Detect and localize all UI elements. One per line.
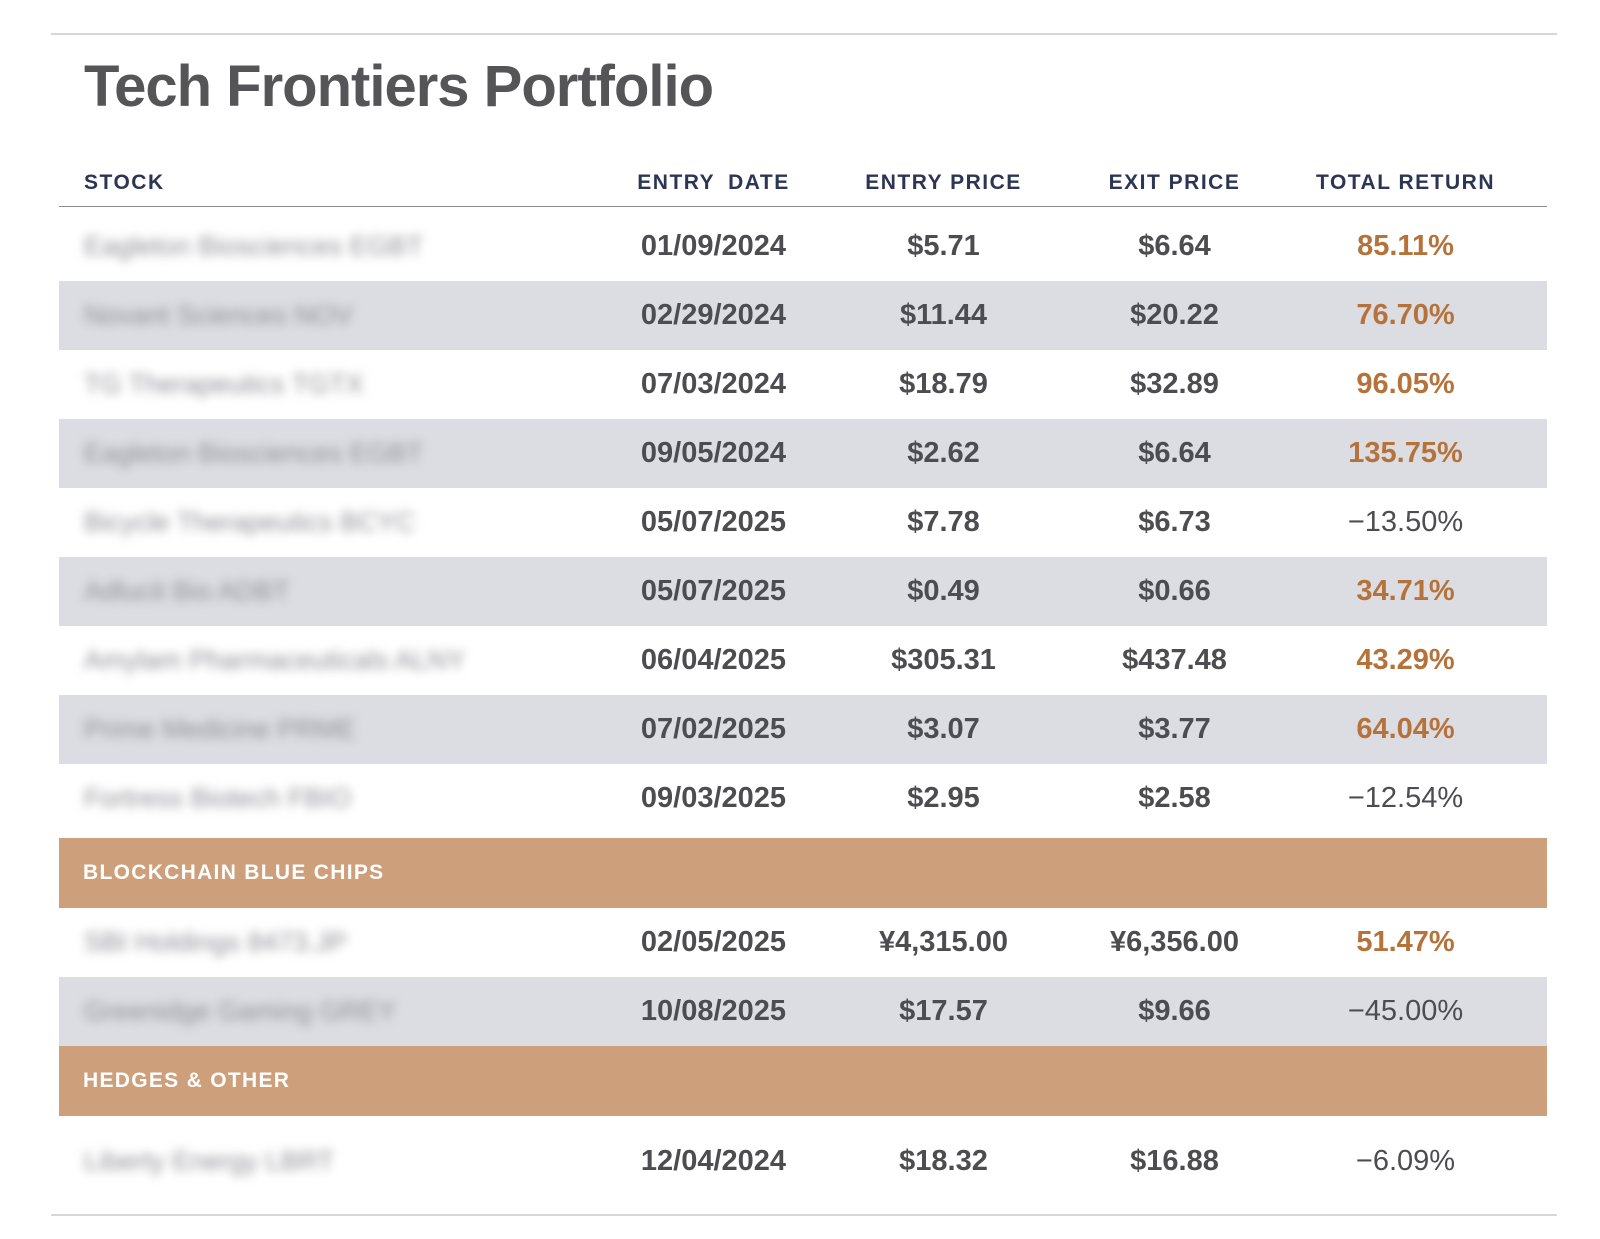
portfolio-table: STOCK ENTRY DATE ENTRY PRICE EXIT PRICE … xyxy=(59,160,1547,1206)
entry-price-cell: $305.31 xyxy=(891,644,996,676)
bottom-divider xyxy=(51,1214,1557,1216)
total-return-cell: 34.71% xyxy=(1356,575,1455,607)
total-return-cell: 51.47% xyxy=(1356,926,1455,958)
stock-name-cell: Greenidge Gaming GREY xyxy=(59,995,599,1028)
entry-date-cell: 06/04/2025 xyxy=(640,644,787,676)
exit-price-cell: $16.88 xyxy=(1130,1144,1219,1177)
table-row: Adlucit Bio ADBT 05/07/2025 $0.49 $0.66 34.7… xyxy=(59,557,1547,626)
entry-price-cell: $11.44 xyxy=(899,299,988,331)
column-header-total-return: TOTAL RETURN xyxy=(1316,171,1495,194)
total-return-cell: −12.54% xyxy=(1347,782,1464,814)
total-return-cell: −13.50% xyxy=(1347,506,1464,538)
exit-price-cell: $2.58 xyxy=(1138,782,1211,814)
stock-name-redacted: Novant Sciences NOV xyxy=(84,300,353,330)
stock-name-redacted: Fortress Biotech FBIO xyxy=(84,783,352,813)
table-header: STOCK ENTRY DATE ENTRY PRICE EXIT PRICE … xyxy=(59,160,1547,207)
stock-name-cell: Liberty Energy LBRT xyxy=(59,1145,599,1178)
total-return-cell: 135.75% xyxy=(1348,437,1463,469)
entry-price-cell: $3.07 xyxy=(907,713,980,745)
entry-date-cell: 12/04/2024 xyxy=(640,1144,787,1177)
total-return-cell: −6.09% xyxy=(1355,1144,1456,1177)
section-header: HEDGES & OTHER xyxy=(59,1046,1547,1116)
entry-price-cell: $0.49 xyxy=(907,575,980,607)
stock-name-redacted: Amylam Pharmaceuticals ALNY xyxy=(84,645,466,675)
stock-name-redacted: SBI Holdings 8473.JP xyxy=(84,927,347,957)
table-row: Eagleton Biosciences EGBT 09/05/2024 $2.62… xyxy=(59,419,1547,488)
entry-date-cell: 05/07/2025 xyxy=(640,575,787,607)
main-rows: Eagleton Biosciences EGBT 01/09/2024 $5.71… xyxy=(59,212,1547,833)
total-return-cell: 43.29% xyxy=(1356,644,1455,676)
stock-name-redacted: Greenidge Gaming GREY xyxy=(84,996,397,1026)
total-return-cell: 85.11% xyxy=(1357,230,1454,262)
exit-price-cell: $3.77 xyxy=(1138,713,1211,745)
stock-name-cell: SBI Holdings 8473.JP xyxy=(59,926,599,959)
stock-name-cell: Eagleton Biosciences EGBT xyxy=(59,437,599,470)
total-return-cell: −45.00% xyxy=(1347,995,1464,1027)
exit-price-cell: ¥6,356.00 xyxy=(1109,926,1239,958)
entry-date-cell: 09/03/2025 xyxy=(640,782,787,814)
entry-price-cell: $17.57 xyxy=(899,995,988,1027)
column-header-entry-price: ENTRY PRICE xyxy=(865,171,1022,194)
entry-price-cell: $2.95 xyxy=(907,782,980,814)
column-header-entry-date: ENTRY DATE xyxy=(637,171,790,194)
exit-price-cell: $20.22 xyxy=(1130,299,1219,331)
exit-price-cell: $6.73 xyxy=(1138,506,1211,538)
entry-price-cell: $18.32 xyxy=(899,1144,988,1177)
table-row: Fortress Biotech FBIO 09/03/2025 $2.95 $2.5… xyxy=(59,764,1547,833)
total-return-cell: 76.70% xyxy=(1356,299,1455,331)
exit-price-cell: $9.66 xyxy=(1138,995,1211,1027)
stock-name-cell: Novant Sciences NOV xyxy=(59,299,599,332)
table-row: Bicycle Therapeutics BCYC 05/07/2025 $7.78… xyxy=(59,488,1547,557)
exit-price-cell: $6.64 xyxy=(1138,437,1211,469)
table-row: Amylam Pharmaceuticals ALNY 06/04/2025 $30… xyxy=(59,626,1547,695)
stock-name-redacted: Eagleton Biosciences EGBT xyxy=(84,231,424,261)
table-row: Novant Sciences NOV 02/29/2024 $11.44 $20.2… xyxy=(59,281,1547,350)
stock-name-redacted: Bicycle Therapeutics BCYC xyxy=(84,507,416,537)
stock-name-redacted: Adlucit Bio ADBT xyxy=(84,576,290,606)
entry-date-cell: 02/29/2024 xyxy=(640,299,787,331)
table-row: Prime Medicine PRME 07/02/2025 $3.07 $3.77 6… xyxy=(59,695,1547,764)
entry-date-cell: 01/09/2024 xyxy=(640,230,787,262)
column-header-exit-price: EXIT PRICE xyxy=(1108,171,1241,194)
stock-name-redacted: TG Therapeutics TGTX xyxy=(84,369,364,399)
table-row: Greenidge Gaming GREY 10/08/2025 $17.57 $9.… xyxy=(59,977,1547,1046)
entry-price-cell: $5.71 xyxy=(907,230,980,262)
exit-price-cell: $32.89 xyxy=(1130,368,1219,400)
entry-price-cell: $7.78 xyxy=(907,506,980,538)
table-row: Eagleton Biosciences EGBT 01/09/2024 $5.71… xyxy=(59,212,1547,281)
stock-name-cell: Fortress Biotech FBIO xyxy=(59,782,599,815)
column-header-stock: STOCK xyxy=(84,171,165,194)
table-row: Liberty Energy LBRT 12/04/2024 $18.32 $16.8… xyxy=(59,1116,1547,1206)
entry-price-cell: $18.79 xyxy=(899,368,988,400)
table-row: SBI Holdings 8473.JP 02/05/2025 ¥4,315.00 ¥… xyxy=(59,908,1547,977)
entry-date-cell: 07/03/2024 xyxy=(640,368,787,400)
stock-name-cell: Adlucit Bio ADBT xyxy=(59,575,599,608)
stock-name-cell: TG Therapeutics TGTX xyxy=(59,368,599,401)
entry-date-cell: 02/05/2025 xyxy=(640,926,787,958)
entry-date-cell: 05/07/2025 xyxy=(640,506,787,538)
total-return-cell: 96.05% xyxy=(1356,368,1455,400)
entry-date-cell: 10/08/2025 xyxy=(640,995,787,1027)
stock-name-redacted: Liberty Energy LBRT xyxy=(84,1145,335,1176)
stock-name-redacted: Prime Medicine PRME xyxy=(84,714,356,744)
entry-date-cell: 09/05/2024 xyxy=(640,437,787,469)
entry-date-cell: 07/02/2025 xyxy=(640,713,787,745)
stock-name-cell: Bicycle Therapeutics BCYC xyxy=(59,506,599,539)
page-title: Tech Frontiers Portfolio xyxy=(84,54,714,119)
total-return-cell: 64.04% xyxy=(1356,713,1455,745)
top-divider xyxy=(51,33,1557,35)
exit-price-cell: $437.48 xyxy=(1122,644,1227,676)
stock-name-redacted: Eagleton Biosciences EGBT xyxy=(84,438,424,468)
stock-name-cell: Eagleton Biosciences EGBT xyxy=(59,230,599,263)
stock-name-cell: Prime Medicine PRME xyxy=(59,713,599,746)
section-header: BLOCKCHAIN BLUE CHIPS xyxy=(59,838,1547,908)
exit-price-cell: $6.64 xyxy=(1138,230,1211,262)
entry-price-cell: ¥4,315.00 xyxy=(878,926,1008,958)
table-row: TG Therapeutics TGTX 07/03/2024 $18.79 $32.… xyxy=(59,350,1547,419)
section-groups: BLOCKCHAIN BLUE CHIPS SBI Holdings 8473.J… xyxy=(59,838,1547,1206)
stock-name-cell: Amylam Pharmaceuticals ALNY xyxy=(59,644,599,677)
entry-price-cell: $2.62 xyxy=(907,437,980,469)
exit-price-cell: $0.66 xyxy=(1138,575,1211,607)
